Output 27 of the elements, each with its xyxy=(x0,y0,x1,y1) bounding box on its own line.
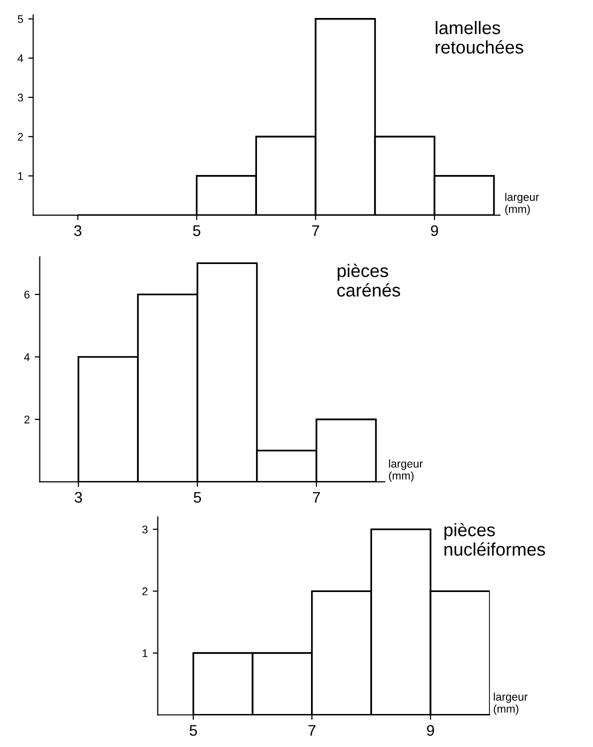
text: pièces nucléiformes xyxy=(444,522,546,556)
x-tick-label: 7 xyxy=(312,225,320,236)
x-tick-label: 5 xyxy=(194,492,202,503)
y-tick-label: 5 xyxy=(18,15,24,23)
y-tick-label: 4 xyxy=(24,353,30,361)
y-tick-label: 2 xyxy=(142,587,148,596)
y-tick-label: 4 xyxy=(18,54,24,62)
x-tick-label: 7 xyxy=(308,725,316,736)
x-tick-label: 5 xyxy=(190,725,197,736)
x-axis-title: largeur (mm) xyxy=(505,192,539,216)
x-axis-title: largeur (mm) xyxy=(388,459,423,482)
x-axis-title: largeur (mm) xyxy=(494,692,528,715)
x-tick-label: 3 xyxy=(74,492,82,503)
y-tick-label: 3 xyxy=(142,526,148,534)
text: pièces carénés xyxy=(337,264,400,297)
x-tick-label: 5 xyxy=(193,225,200,236)
x-tick-label: 3 xyxy=(74,225,82,236)
y-tick-label: 1 xyxy=(18,172,23,180)
x-tick-label: 9 xyxy=(426,725,434,736)
y-tick-label: 2 xyxy=(18,132,23,141)
y-tick-label: 3 xyxy=(18,94,23,102)
y-tick-label: 2 xyxy=(24,416,30,424)
y-tick-label: 6 xyxy=(24,290,30,299)
y-tick-label: 1 xyxy=(142,649,148,658)
text: lamelles retouchées xyxy=(436,20,524,54)
x-tick-label: 9 xyxy=(430,225,438,236)
x-tick-label: 7 xyxy=(312,492,320,503)
